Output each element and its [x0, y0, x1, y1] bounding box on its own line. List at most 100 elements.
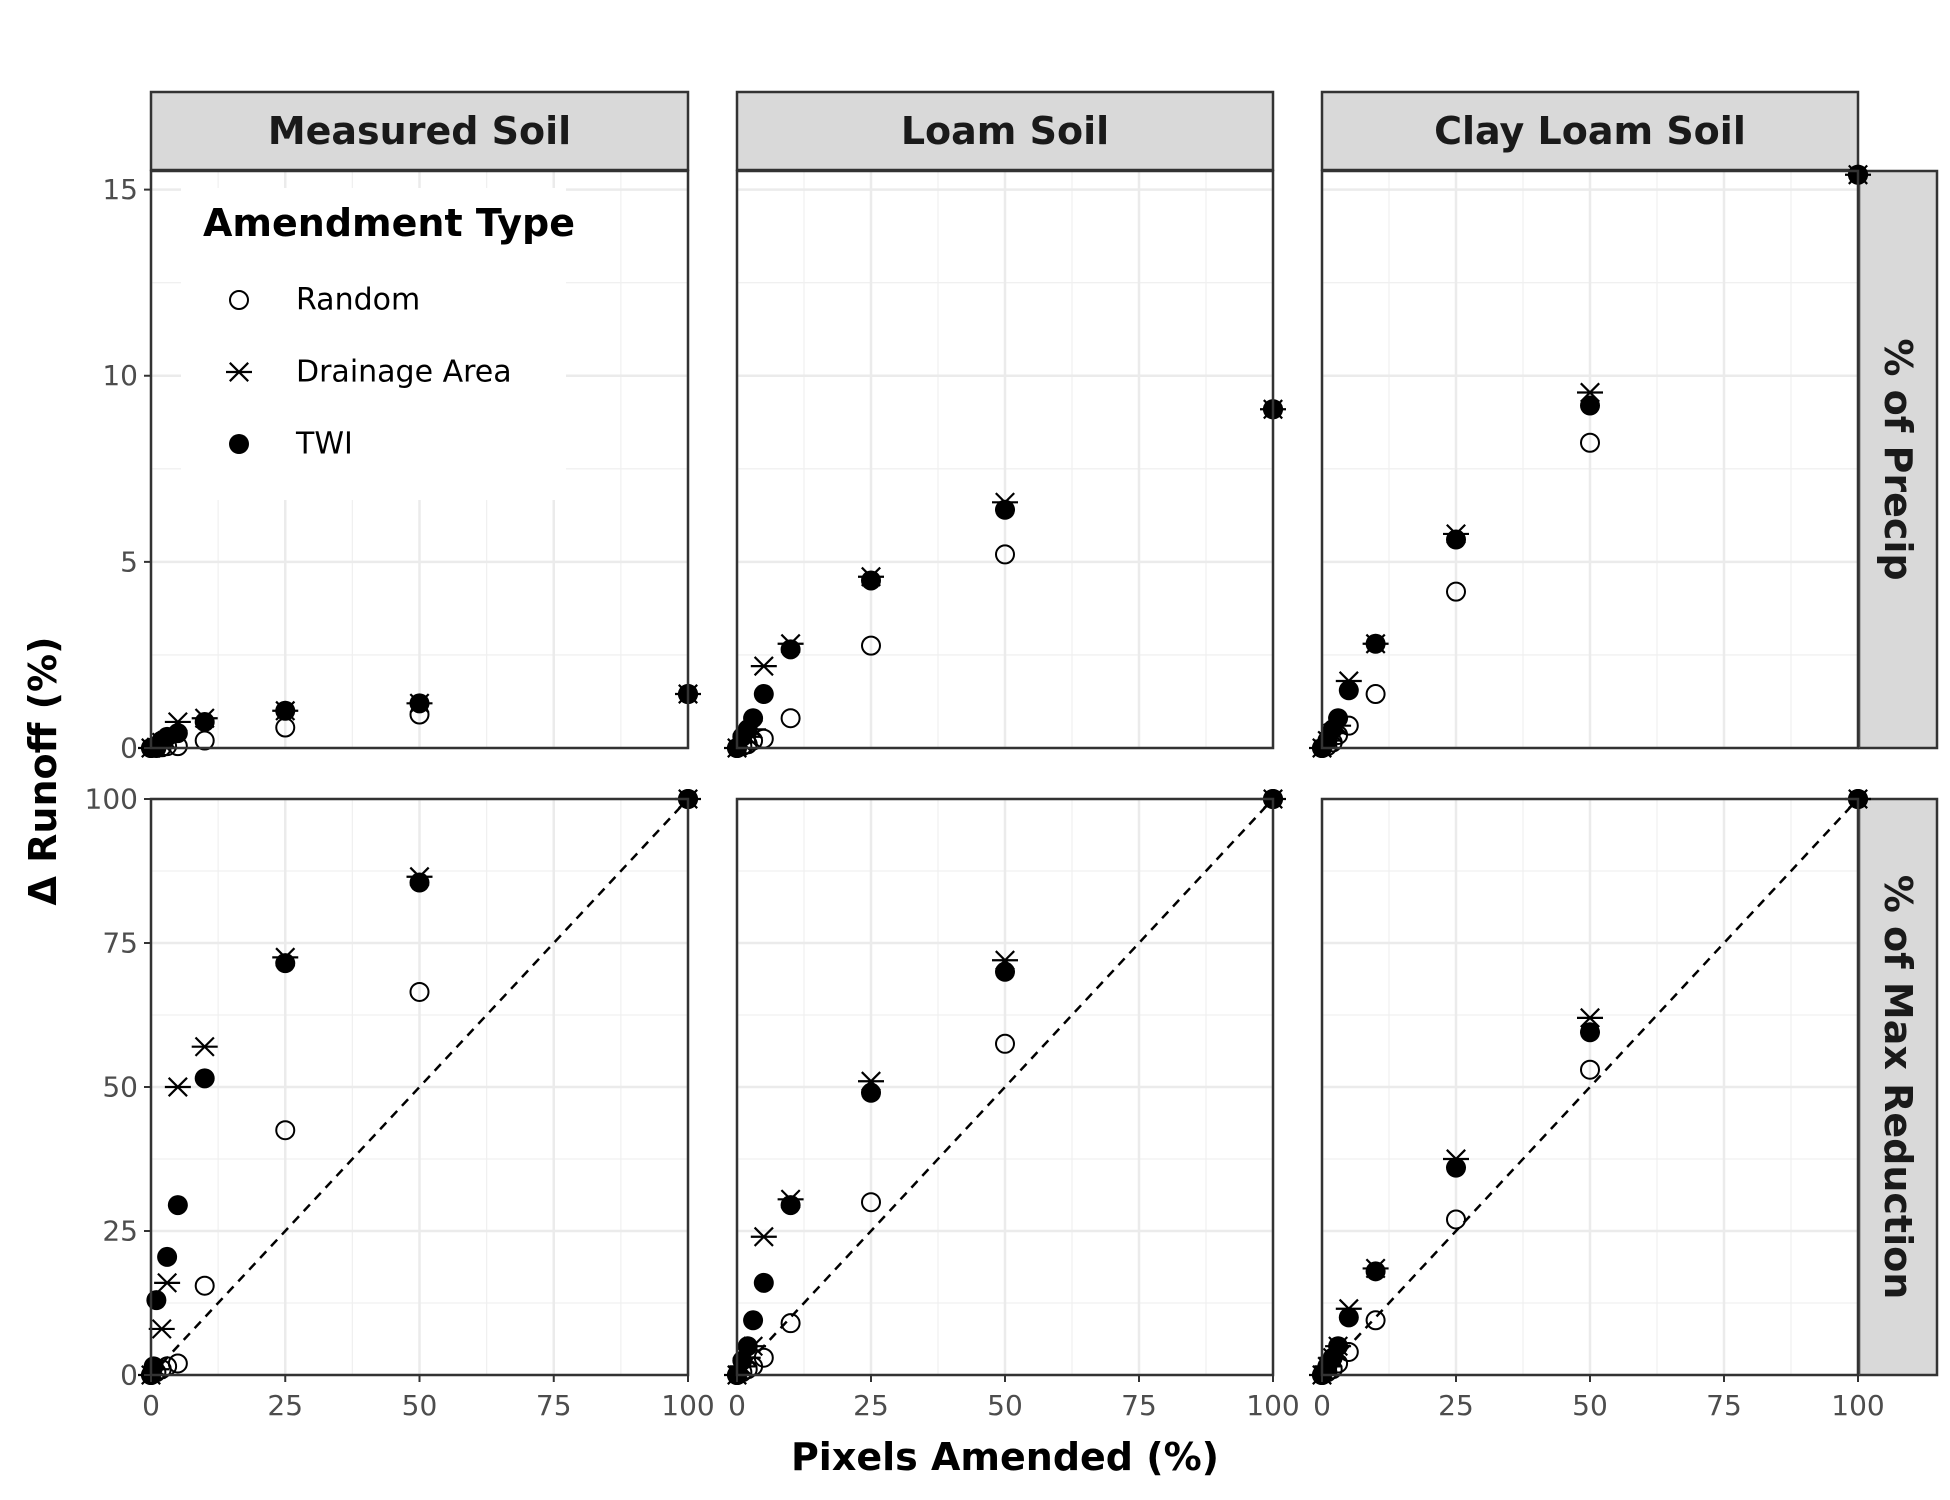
- point-twi: [275, 953, 296, 974]
- x-tick-label: 75: [1121, 1389, 1157, 1422]
- point-twi: [753, 684, 774, 705]
- y-tick-label: 25: [102, 1215, 138, 1248]
- point-random: [995, 1033, 1015, 1054]
- point-twi: [995, 499, 1015, 520]
- x-tick-label: 0: [728, 1389, 746, 1422]
- series-twi: [727, 789, 1283, 1385]
- x-tick-label: 50: [402, 1389, 438, 1422]
- asterisk-stroke: [157, 1272, 178, 1293]
- point-twi: [743, 1310, 764, 1331]
- point-drainage-area: [750, 1226, 777, 1247]
- x-tick-label: 25: [267, 1389, 303, 1422]
- x-tick-label: 75: [536, 1389, 572, 1422]
- column-strip-label: Measured Soil: [268, 109, 571, 153]
- x-tick-label: 50: [1572, 1389, 1608, 1422]
- legend-key-twi: [229, 434, 249, 454]
- point-drainage-area: [750, 656, 777, 677]
- point-twi: [780, 1195, 801, 1216]
- legend-label: Drainage Area: [296, 355, 512, 390]
- point-twi: [146, 1290, 167, 1311]
- point-twi: [1328, 1336, 1349, 1357]
- x-tick-label: 75: [1706, 1389, 1742, 1422]
- point-random: [995, 544, 1015, 565]
- x-tick-label: 100: [1246, 1389, 1299, 1422]
- x-tick-label: 100: [661, 1389, 714, 1422]
- point-random: [780, 1313, 801, 1334]
- y-tick-label: 15: [102, 173, 138, 206]
- column-strip-measured-soil: [149, 90, 690, 172]
- point-twi: [1328, 708, 1349, 729]
- column-strip-loam-soil: [735, 90, 1275, 172]
- point-random: [1365, 684, 1386, 705]
- point-twi: [1365, 1261, 1386, 1282]
- reference-line: [1321, 798, 1859, 1376]
- point-twi: [157, 1246, 178, 1267]
- row-strip-of-precip: [1857, 169, 1939, 750]
- legend-key-random: [229, 290, 249, 310]
- point-random: [780, 708, 801, 729]
- x-tick-label: 100: [1831, 1389, 1884, 1422]
- panel-of-precip-clay-loam-soil: [1309, 164, 1871, 758]
- point-random: [167, 1353, 188, 1374]
- point-twi: [167, 1195, 188, 1216]
- y-tick-label: 75: [102, 927, 138, 960]
- point-twi: [861, 1082, 881, 1103]
- point-twi: [1446, 1157, 1466, 1178]
- legend-key-drainage-area: [226, 362, 252, 382]
- legend-entry-random: Random: [229, 283, 420, 318]
- x-axis-title: Pixels Amended (%): [791, 1435, 1219, 1479]
- reference-line: [150, 798, 689, 1376]
- legend: Amendment Type Random Drainage Area TWI: [181, 188, 575, 500]
- row-strip-label: % of Precip: [1876, 338, 1920, 580]
- point-twi: [1446, 529, 1466, 550]
- point-twi: [409, 693, 430, 714]
- asterisk-stroke: [753, 1226, 774, 1247]
- panel-border: [1320, 169, 1860, 750]
- panel-of-max-reduction-clay-loam-soil: [1309, 789, 1871, 1385]
- legend-label: Random: [296, 283, 420, 318]
- panel-border: [149, 169, 690, 750]
- point-random: [409, 981, 430, 1002]
- point-twi: [861, 570, 881, 591]
- x-tick-label: 0: [142, 1389, 160, 1422]
- point-random: [861, 635, 881, 656]
- point-random: [1580, 1059, 1600, 1080]
- asterisk-stroke: [753, 656, 774, 677]
- point-drainage-area: [164, 1077, 191, 1097]
- point-twi: [780, 639, 801, 660]
- point-drainage-area: [154, 1272, 181, 1293]
- column-strip-label: Clay Loam Soil: [1434, 109, 1746, 153]
- point-random: [861, 1192, 881, 1213]
- point-twi: [194, 711, 215, 732]
- point-drainage-area: [148, 1318, 175, 1339]
- point-twi: [753, 1272, 774, 1293]
- y-tick-label: 50: [102, 1071, 138, 1104]
- point-random: [194, 1275, 215, 1296]
- point-random: [1446, 1209, 1466, 1230]
- legend-label: TWI: [295, 427, 353, 462]
- point-twi: [995, 961, 1015, 982]
- point-random: [1446, 581, 1466, 602]
- legend-entry-twi: TWI: [229, 427, 353, 462]
- point-random: [1365, 1310, 1386, 1331]
- point-twi: [194, 1068, 215, 1089]
- panel-of-max-reduction-measured-soil: [138, 789, 701, 1385]
- y-tick-label: 5: [120, 545, 138, 578]
- legend-entry-drainage-area: Drainage Area: [226, 355, 512, 390]
- point-twi: [743, 708, 764, 729]
- point-twi: [1580, 395, 1600, 416]
- point-twi: [1338, 1307, 1359, 1328]
- point-twi: [167, 723, 188, 744]
- row-strip-of-max-reduction: [1857, 797, 1939, 1377]
- x-tick-label: 25: [853, 1389, 889, 1422]
- asterisk-stroke: [167, 1077, 188, 1097]
- asterisk-stroke: [229, 362, 249, 382]
- x-tick-label: 25: [1438, 1389, 1474, 1422]
- y-tick-label: 0: [120, 1359, 138, 1392]
- point-twi: [143, 1356, 164, 1377]
- panel-of-precip-loam-soil: [724, 169, 1286, 758]
- point-twi: [1365, 633, 1386, 654]
- column-strip-label: Loam Soil: [901, 109, 1109, 153]
- row-strip-label: % of Max Reduction: [1876, 875, 1920, 1300]
